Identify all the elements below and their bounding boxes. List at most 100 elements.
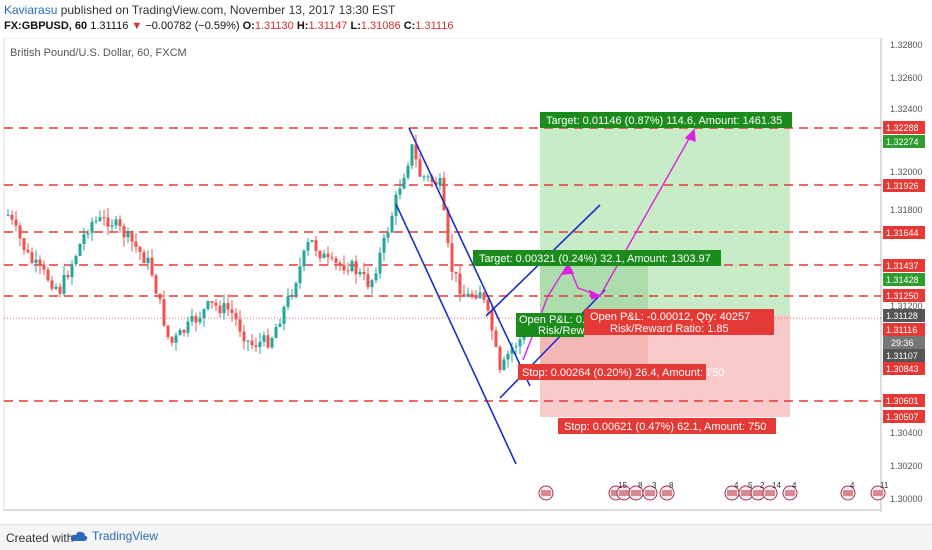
candle-body xyxy=(246,340,250,342)
publish-header: Kaviarasu published on TradingView.com, … xyxy=(0,0,932,38)
candle-body xyxy=(334,258,338,263)
candle-body xyxy=(186,321,190,333)
price-chart[interactable]: Target: 0.01146 (0.87%) 114.6, Amount: 1… xyxy=(0,38,932,512)
level-tag: 1.31107 xyxy=(886,351,918,361)
candle-body xyxy=(150,257,154,276)
candle-body xyxy=(286,295,290,307)
level-tag: 1.31428 xyxy=(886,275,919,285)
open-value: 1.31130 xyxy=(254,20,294,32)
level-tag: 1.32288 xyxy=(886,123,919,133)
pnl-label-small: Open P&L: 0. xyxy=(519,314,585,326)
candle-body xyxy=(498,346,502,371)
pnl-label-big: Open P&L: -0.00012, Qty: 40257 xyxy=(590,311,750,323)
candle-body xyxy=(70,264,74,278)
candle-body xyxy=(282,306,286,324)
candle-body xyxy=(138,246,142,253)
candle-body xyxy=(514,346,518,348)
price-tick: 1.31200 xyxy=(890,301,923,311)
created-with-text: Created with xyxy=(6,531,74,545)
candle-body xyxy=(446,210,450,244)
candle-body xyxy=(254,345,258,348)
level-tag: 1.30507 xyxy=(886,412,919,422)
flag-stripe xyxy=(631,490,641,496)
last-price: 1.31116 xyxy=(90,20,129,32)
candle-body xyxy=(318,250,322,259)
change-arrow: ▼ xyxy=(131,20,143,32)
candle-body xyxy=(86,232,90,235)
candle-body xyxy=(262,335,266,342)
chart-title: British Pound/U.S. Dollar, 60, FXCM xyxy=(10,47,187,59)
candle-body xyxy=(234,312,238,320)
candle-body xyxy=(314,240,318,251)
price-level-tags: 1.32288 1.32274 1.31926 1.31644 1.31437 … xyxy=(883,121,925,423)
projection-path[interactable] xyxy=(522,128,696,361)
author-link[interactable]: Kaviarasu xyxy=(4,3,58,17)
level-tag: 1.30601 xyxy=(886,396,919,406)
target-label-small: Target: 0.00321 (0.24%) 32.1, Amount: 13… xyxy=(479,253,711,265)
candle-body xyxy=(130,231,134,242)
close-label: C: xyxy=(403,20,416,32)
candle-body xyxy=(6,214,10,216)
level-tag: 1.31644 xyxy=(886,228,919,238)
level-tag: 1.30843 xyxy=(886,364,919,374)
candle-body xyxy=(398,188,402,195)
event-count-badge: 4 xyxy=(792,481,797,490)
economic-events[interactable]: 15 8 3 8 4 5 2 14 4 4 11 xyxy=(538,481,889,501)
candle-body xyxy=(266,335,270,348)
flag-stripe xyxy=(645,490,655,496)
candle-body xyxy=(310,240,314,243)
event-count-badge: 11 xyxy=(880,481,889,490)
flag-stripe xyxy=(541,490,551,496)
candle-body xyxy=(106,217,110,227)
candle-body xyxy=(222,303,226,314)
candle-body xyxy=(194,316,198,323)
candle-body xyxy=(10,214,14,220)
candle-body xyxy=(218,305,222,314)
event-count-badge: 3 xyxy=(652,481,657,490)
candle-body xyxy=(102,217,106,219)
price-tick: 1.30400 xyxy=(890,428,923,438)
candle-body xyxy=(294,283,298,296)
flag-stripe xyxy=(873,490,883,496)
tradingview-logo[interactable]: TradingView xyxy=(70,529,158,543)
candle-body xyxy=(270,337,274,348)
high-value: 1.31147 xyxy=(308,20,348,32)
candle-body xyxy=(482,292,486,300)
candle-body xyxy=(210,301,214,303)
flag-stripe xyxy=(662,490,672,496)
stop-label-big: Stop: 0.00621 (0.47%) 62.1, Amount: 750 xyxy=(564,421,766,433)
low-value: 1.31086 xyxy=(360,20,401,32)
price-axis[interactable]: 1.32800 1.32600 1.32400 1.32000 1.31800 … xyxy=(890,40,923,504)
candle-body xyxy=(442,178,446,211)
candle-body xyxy=(306,242,310,251)
candle-body xyxy=(402,177,406,189)
candle-body xyxy=(118,219,122,227)
candle-body xyxy=(378,252,382,274)
candle-body xyxy=(50,280,54,289)
candle-body xyxy=(382,237,386,253)
candle-body xyxy=(426,176,430,178)
candle-body xyxy=(30,252,34,263)
low-label: L: xyxy=(350,20,361,32)
candle-body xyxy=(98,217,102,221)
brand-text: TradingView xyxy=(92,529,159,543)
candle-body xyxy=(18,225,22,239)
candle-body xyxy=(22,238,26,250)
candle-body xyxy=(190,316,194,322)
cloud-icon xyxy=(70,531,88,541)
candle-body xyxy=(110,225,114,227)
candle-body xyxy=(146,257,150,264)
candle-body xyxy=(474,296,478,299)
candle-body xyxy=(486,299,490,311)
candle-body xyxy=(42,264,46,270)
flag-stripe xyxy=(785,490,795,496)
candle-body xyxy=(26,249,30,253)
event-count-badge: 4 xyxy=(850,481,855,490)
candle-body xyxy=(54,286,58,289)
flag-stripe xyxy=(611,490,621,496)
candle-body xyxy=(430,176,434,182)
candle-body xyxy=(46,269,50,281)
candle-body xyxy=(258,341,262,348)
candle-body xyxy=(434,181,438,186)
candle-body xyxy=(154,275,158,294)
